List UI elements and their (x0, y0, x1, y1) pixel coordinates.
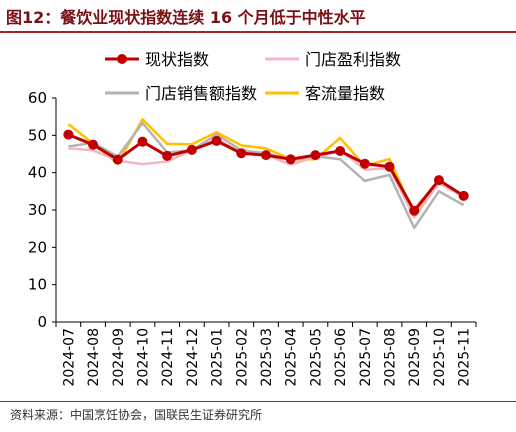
chart-title: 图12：餐饮业现状指数连续 16 个月低于中性水平 (6, 8, 366, 27)
legend-label: 门店销售额指数 (145, 84, 257, 103)
series-line-3 (68, 121, 465, 230)
x-tick-label: 2024-12 (185, 328, 201, 387)
y-tick-label: 10 (28, 276, 47, 294)
y-tick-label: 20 (28, 238, 47, 256)
data-point (186, 144, 197, 155)
data-point (335, 146, 346, 157)
x-tick-label: 2025-11 (457, 328, 473, 387)
y-tick-label: 60 (28, 89, 47, 107)
x-tick-label: 2025-06 (333, 328, 349, 387)
legend-label: 门店盈利指数 (305, 50, 401, 69)
data-point (261, 150, 271, 161)
y-tick-label: 30 (28, 201, 47, 219)
x-tick-label: 2025-04 (284, 328, 300, 387)
x-tick-label: 2024-07 (61, 328, 77, 387)
x-tick-label: 2025-03 (259, 328, 275, 387)
y-tick-label: 50 (28, 126, 47, 144)
x-tick-label: 2024-09 (111, 328, 127, 387)
y-tick-label: 0 (37, 313, 47, 331)
data-point (359, 158, 370, 169)
legend-marker (117, 54, 127, 64)
x-tick-label: 2025-09 (407, 328, 423, 387)
x-tick-label: 2025-05 (308, 328, 324, 387)
title-underline (0, 31, 516, 33)
data-point (137, 136, 148, 147)
data-point (236, 148, 247, 159)
x-tick-label: 2024-10 (135, 328, 151, 387)
source-divider (0, 401, 516, 402)
data-point (285, 154, 296, 165)
y-tick-label: 40 (28, 164, 47, 182)
x-tick-label: 2025-02 (234, 328, 250, 387)
legend-label: 客流量指数 (305, 84, 385, 103)
data-point (384, 161, 395, 172)
y-axis: 0 10 20 30 40 50 60 (28, 89, 57, 331)
x-axis: 2024-07 2024-08 2024-09 2024-10 2024-11 2024-… (55, 321, 477, 387)
data-point (162, 150, 173, 161)
data-point (310, 150, 321, 161)
data-point (211, 135, 222, 146)
data-point (88, 139, 99, 150)
data-point (112, 154, 123, 165)
legend-label: 现状指数 (145, 50, 209, 69)
x-tick-label: 2025-07 (358, 328, 374, 387)
x-tick-label: 2025-01 (210, 328, 226, 387)
plot-area (63, 118, 469, 230)
x-tick-label: 2025-08 (383, 328, 399, 387)
data-point (63, 129, 74, 140)
x-tick-label: 2025-10 (432, 328, 448, 387)
data-point (458, 190, 469, 201)
x-tick-label: 2024-11 (160, 328, 176, 387)
data-point (433, 175, 444, 186)
source-note: 资料来源：中国烹饪协会，国联民生证券研究所 (10, 408, 263, 422)
data-point (409, 205, 420, 216)
x-tick-label: 2024-08 (86, 328, 102, 387)
